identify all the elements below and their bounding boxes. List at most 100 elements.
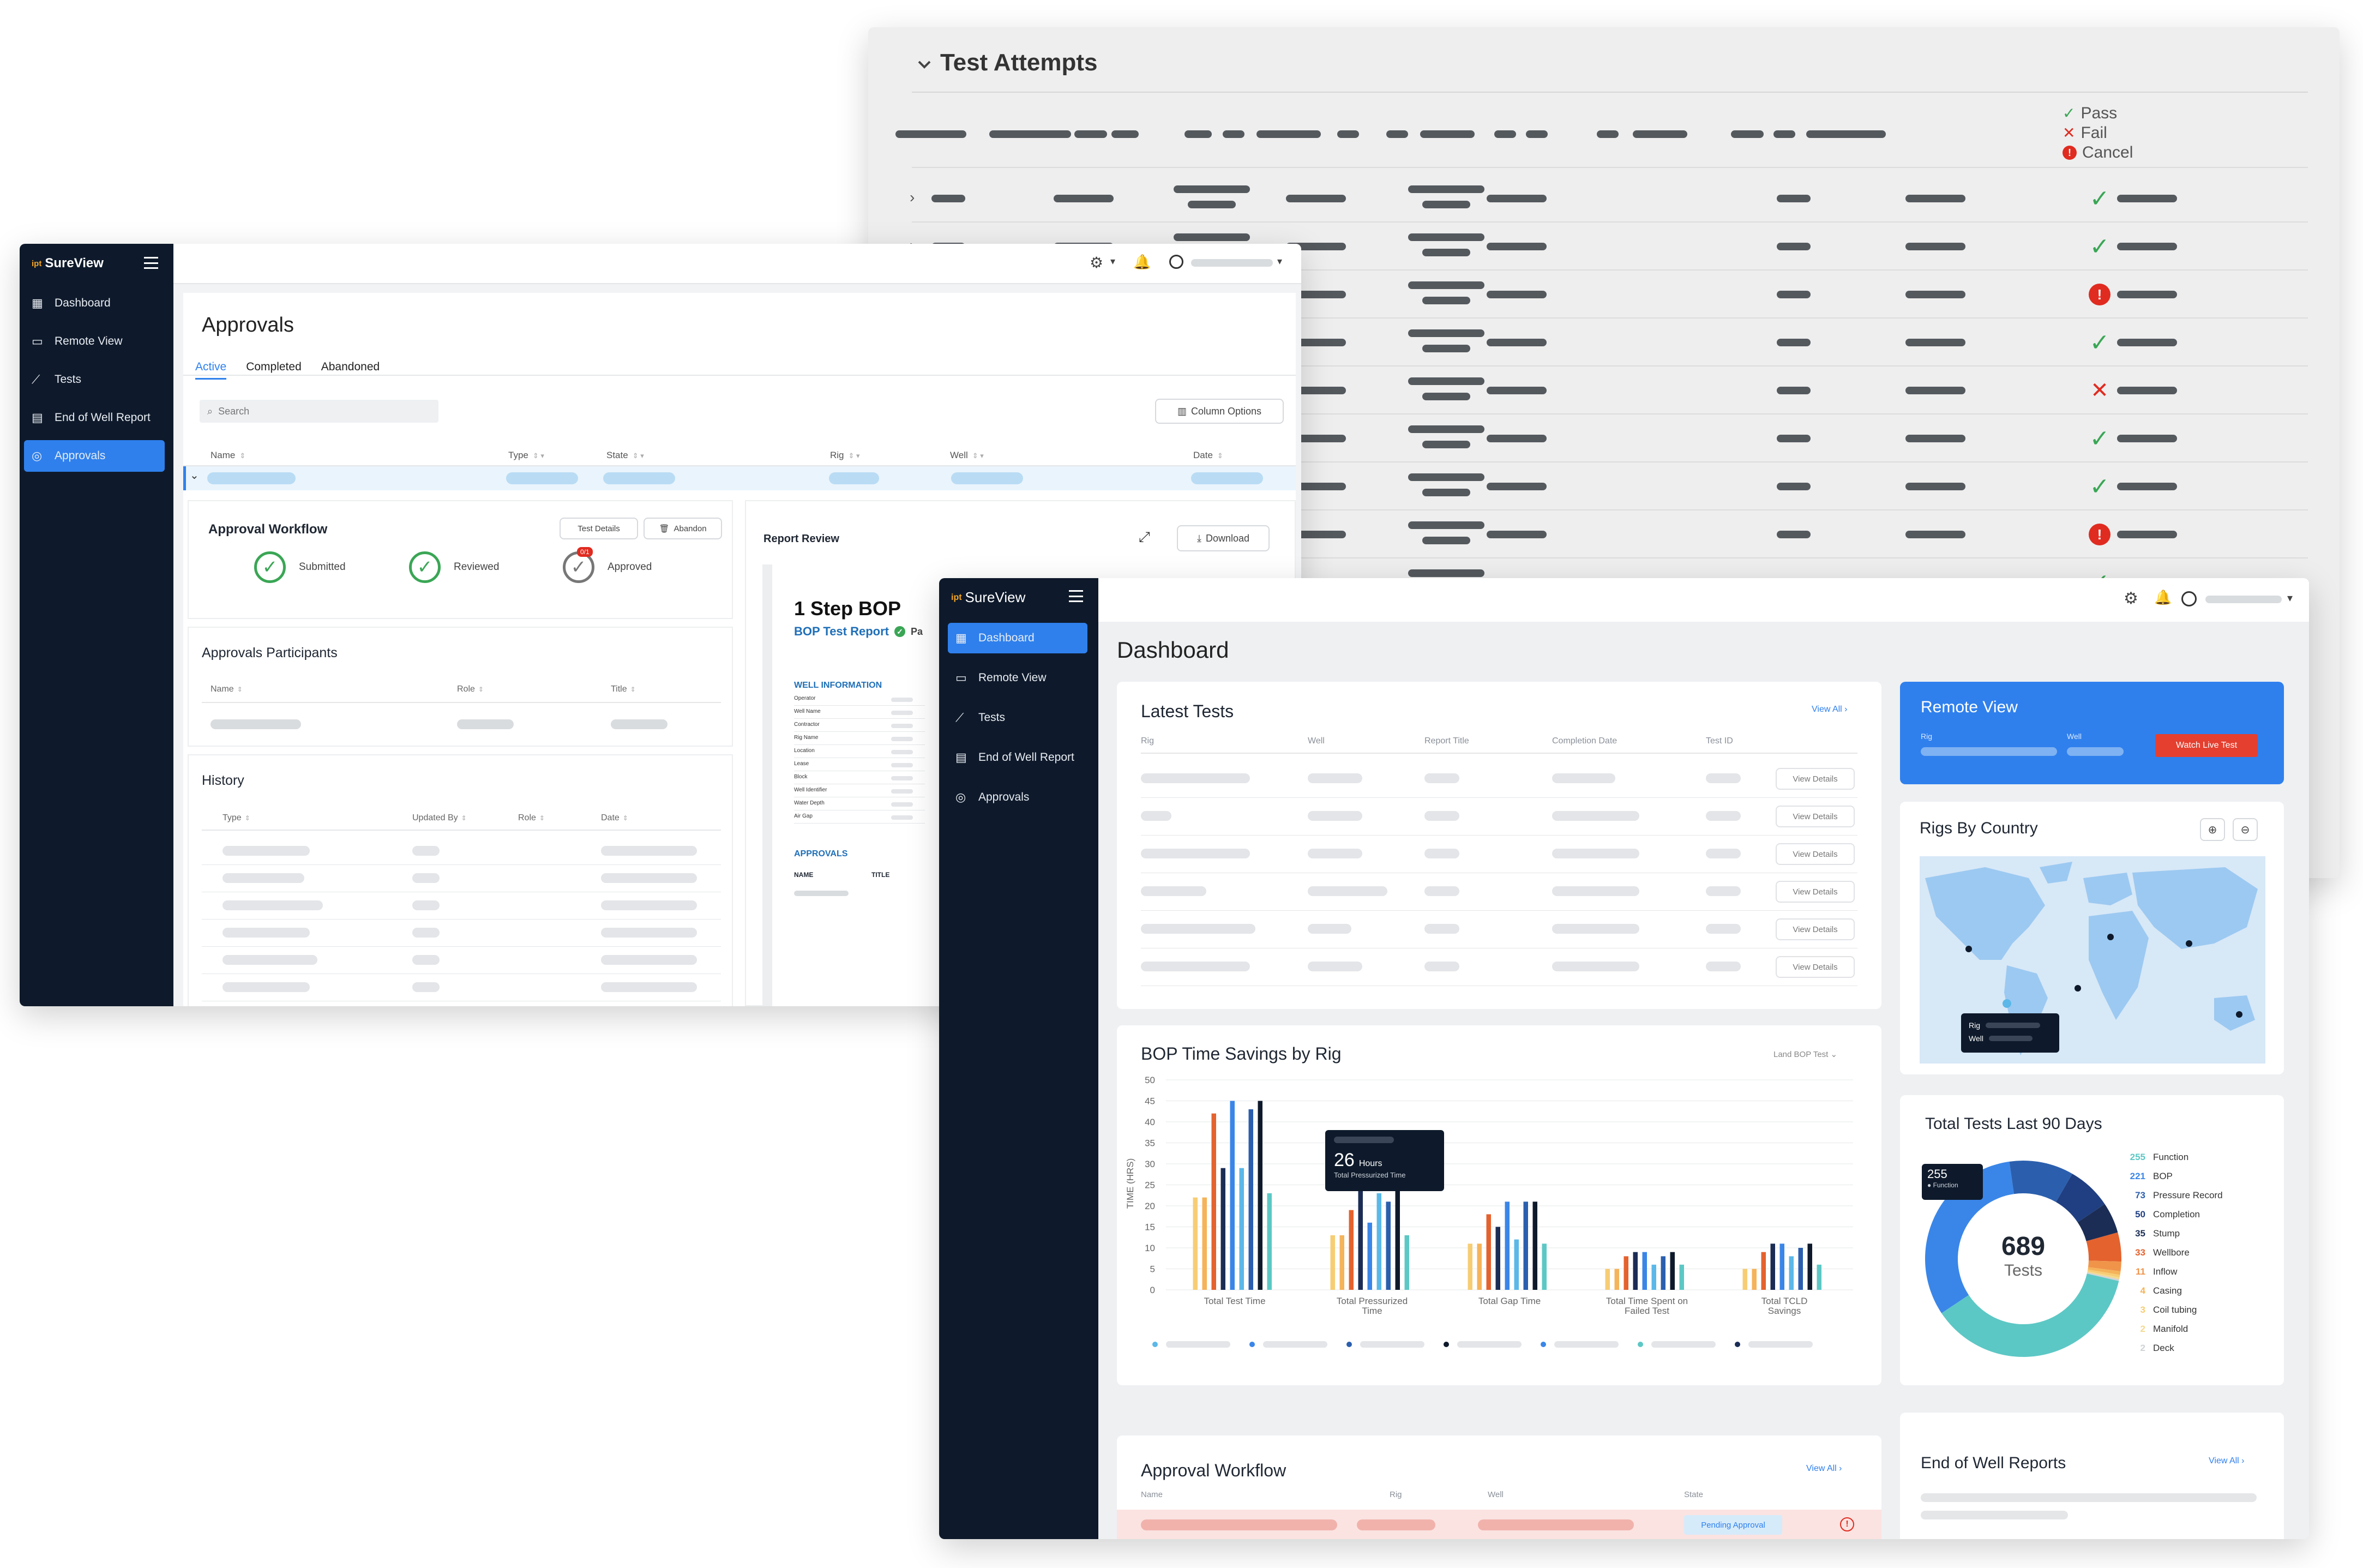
bar[interactable] xyxy=(1230,1101,1235,1290)
bar[interactable] xyxy=(1679,1264,1685,1290)
chevron-down-icon[interactable]: ▾ xyxy=(1277,256,1283,267)
bar[interactable] xyxy=(1605,1269,1610,1290)
bar[interactable] xyxy=(1486,1214,1492,1290)
donut-slice[interactable] xyxy=(2088,1260,2121,1272)
bar[interactable] xyxy=(1495,1227,1501,1290)
end-of-well-view-all-link[interactable]: View All › xyxy=(2209,1456,2245,1465)
donut-slice[interactable] xyxy=(2009,1161,2072,1203)
bar[interactable] xyxy=(1752,1269,1757,1290)
column-header[interactable]: Type ⇕ xyxy=(223,813,250,822)
column-header[interactable]: Name ⇕ xyxy=(211,684,243,694)
bar[interactable] xyxy=(1367,1222,1373,1290)
selected-row[interactable] xyxy=(183,466,1296,490)
tab-abandoned[interactable]: Abandoned xyxy=(321,361,380,373)
column-header[interactable]: Rig ⇕ ▾ xyxy=(830,450,860,460)
view-details-button[interactable]: View Details xyxy=(1776,956,1855,978)
view-details-button[interactable]: View Details xyxy=(1776,843,1855,865)
bar[interactable] xyxy=(1220,1168,1226,1290)
bar[interactable] xyxy=(1211,1113,1217,1290)
bar[interactable] xyxy=(1661,1256,1666,1290)
column-header[interactable]: Name ⇕ xyxy=(211,450,246,460)
sidebar-item-tests[interactable]: ⟋ Tests xyxy=(24,364,165,395)
column-options-button[interactable]: ▥ Column Options xyxy=(1155,399,1284,424)
latest-tests-view-all-link[interactable]: View All › xyxy=(1812,705,1848,714)
donut-slice[interactable] xyxy=(2055,1174,2105,1223)
sidebar-item-dashboard[interactable]: ▦ Dashboard xyxy=(948,623,1087,653)
expand-icon[interactable]: ⤢ xyxy=(1139,528,1150,545)
bar[interactable] xyxy=(1239,1168,1244,1290)
bar[interactable] xyxy=(1395,1180,1400,1290)
bar[interactable] xyxy=(1761,1252,1766,1290)
view-details-button[interactable]: View Details xyxy=(1776,806,1855,827)
tab-completed[interactable]: Completed xyxy=(246,361,302,373)
sidebar-item-end-of-well-report[interactable]: ▤ End of Well Report xyxy=(948,742,1087,773)
hamburger-icon[interactable] xyxy=(1069,590,1083,602)
column-header[interactable]: Updated By ⇕ xyxy=(412,813,467,822)
approval-view-all-link[interactable]: View All › xyxy=(1806,1464,1842,1473)
user-icon[interactable] xyxy=(1169,255,1183,269)
bar[interactable] xyxy=(1339,1235,1345,1290)
sidebar-item-remote-view[interactable]: ▭ Remote View xyxy=(948,663,1087,693)
search-input[interactable]: ⌕ Search xyxy=(200,400,438,423)
zoom-in-icon[interactable]: ⊕ xyxy=(2200,818,2225,841)
sidebar-item-approvals[interactable]: ◎ Approvals xyxy=(24,440,165,472)
bar[interactable] xyxy=(1624,1256,1629,1290)
donut-slice[interactable] xyxy=(2087,1271,2120,1279)
bar[interactable] xyxy=(1807,1243,1813,1290)
legend-marker[interactable] xyxy=(1541,1342,1546,1347)
row-expand-chevron-icon[interactable]: ⌄ xyxy=(190,470,199,482)
bar[interactable] xyxy=(1642,1252,1648,1290)
legend-marker[interactable] xyxy=(1444,1342,1449,1347)
zoom-out-icon[interactable]: ⊖ xyxy=(2233,818,2258,841)
view-details-button[interactable]: View Details xyxy=(1776,918,1855,940)
tab-active[interactable]: Active xyxy=(195,357,227,380)
test-details-button[interactable]: Test Details xyxy=(560,518,638,539)
bell-icon[interactable]: 🔔 xyxy=(1133,254,1151,270)
view-details-button[interactable]: View Details xyxy=(1776,768,1855,790)
bar[interactable] xyxy=(1651,1264,1657,1290)
bar[interactable] xyxy=(1614,1269,1620,1290)
donut-slice[interactable] xyxy=(2087,1269,2120,1278)
legend-marker[interactable] xyxy=(1638,1342,1643,1347)
donut-slice[interactable] xyxy=(2086,1232,2121,1262)
legend-marker[interactable] xyxy=(1735,1342,1740,1347)
bar[interactable] xyxy=(1193,1197,1198,1290)
sidebar-item-tests[interactable]: ⟋ Tests xyxy=(948,702,1087,733)
bar[interactable] xyxy=(1798,1248,1803,1290)
bar[interactable] xyxy=(1376,1193,1382,1290)
bar[interactable] xyxy=(1817,1264,1822,1290)
user-icon[interactable] xyxy=(2181,591,2197,606)
view-details-button[interactable]: View Details xyxy=(1776,881,1855,903)
column-header[interactable]: Date ⇕ xyxy=(1193,450,1223,460)
bar[interactable] xyxy=(1468,1243,1473,1290)
collapse-chevron-icon[interactable] xyxy=(915,56,934,74)
watch-live-test-button[interactable]: Watch Live Test xyxy=(2155,734,2258,757)
bar[interactable] xyxy=(1330,1235,1336,1290)
sidebar-item-approvals[interactable]: ◎ Approvals xyxy=(948,782,1087,813)
row-expand-chevron-icon[interactable]: › xyxy=(910,189,915,206)
column-header[interactable]: Role ⇕ xyxy=(518,813,545,822)
gear-icon[interactable]: ⚙ xyxy=(1090,254,1104,271)
donut-slice[interactable] xyxy=(2087,1272,2120,1281)
bar[interactable] xyxy=(1670,1252,1675,1290)
donut-slice[interactable] xyxy=(1941,1273,2119,1357)
bar[interactable] xyxy=(1742,1269,1748,1290)
column-header[interactable]: Date ⇕ xyxy=(601,813,628,822)
column-header[interactable]: State ⇕ ▾ xyxy=(606,450,644,460)
sidebar-item-remote-view[interactable]: ▭ Remote View xyxy=(24,326,165,357)
bar[interactable] xyxy=(1514,1239,1519,1290)
column-header[interactable]: Type ⇕ ▾ xyxy=(508,450,544,460)
bell-icon[interactable]: 🔔 xyxy=(2154,589,2172,605)
bar[interactable] xyxy=(1770,1243,1776,1290)
column-header[interactable]: Title ⇕ xyxy=(611,684,636,694)
bar[interactable] xyxy=(1532,1201,1538,1290)
column-header[interactable]: Well ⇕ ▾ xyxy=(950,450,984,460)
column-header[interactable]: Role ⇕ xyxy=(457,684,484,694)
bar[interactable] xyxy=(1523,1201,1529,1290)
bar[interactable] xyxy=(1789,1256,1794,1290)
hamburger-icon[interactable] xyxy=(144,257,158,269)
bar[interactable] xyxy=(1258,1101,1263,1290)
bar[interactable] xyxy=(1349,1210,1354,1290)
sidebar-item-end-of-well-report[interactable]: ▤ End of Well Report xyxy=(24,402,165,434)
bar[interactable] xyxy=(1267,1193,1272,1290)
